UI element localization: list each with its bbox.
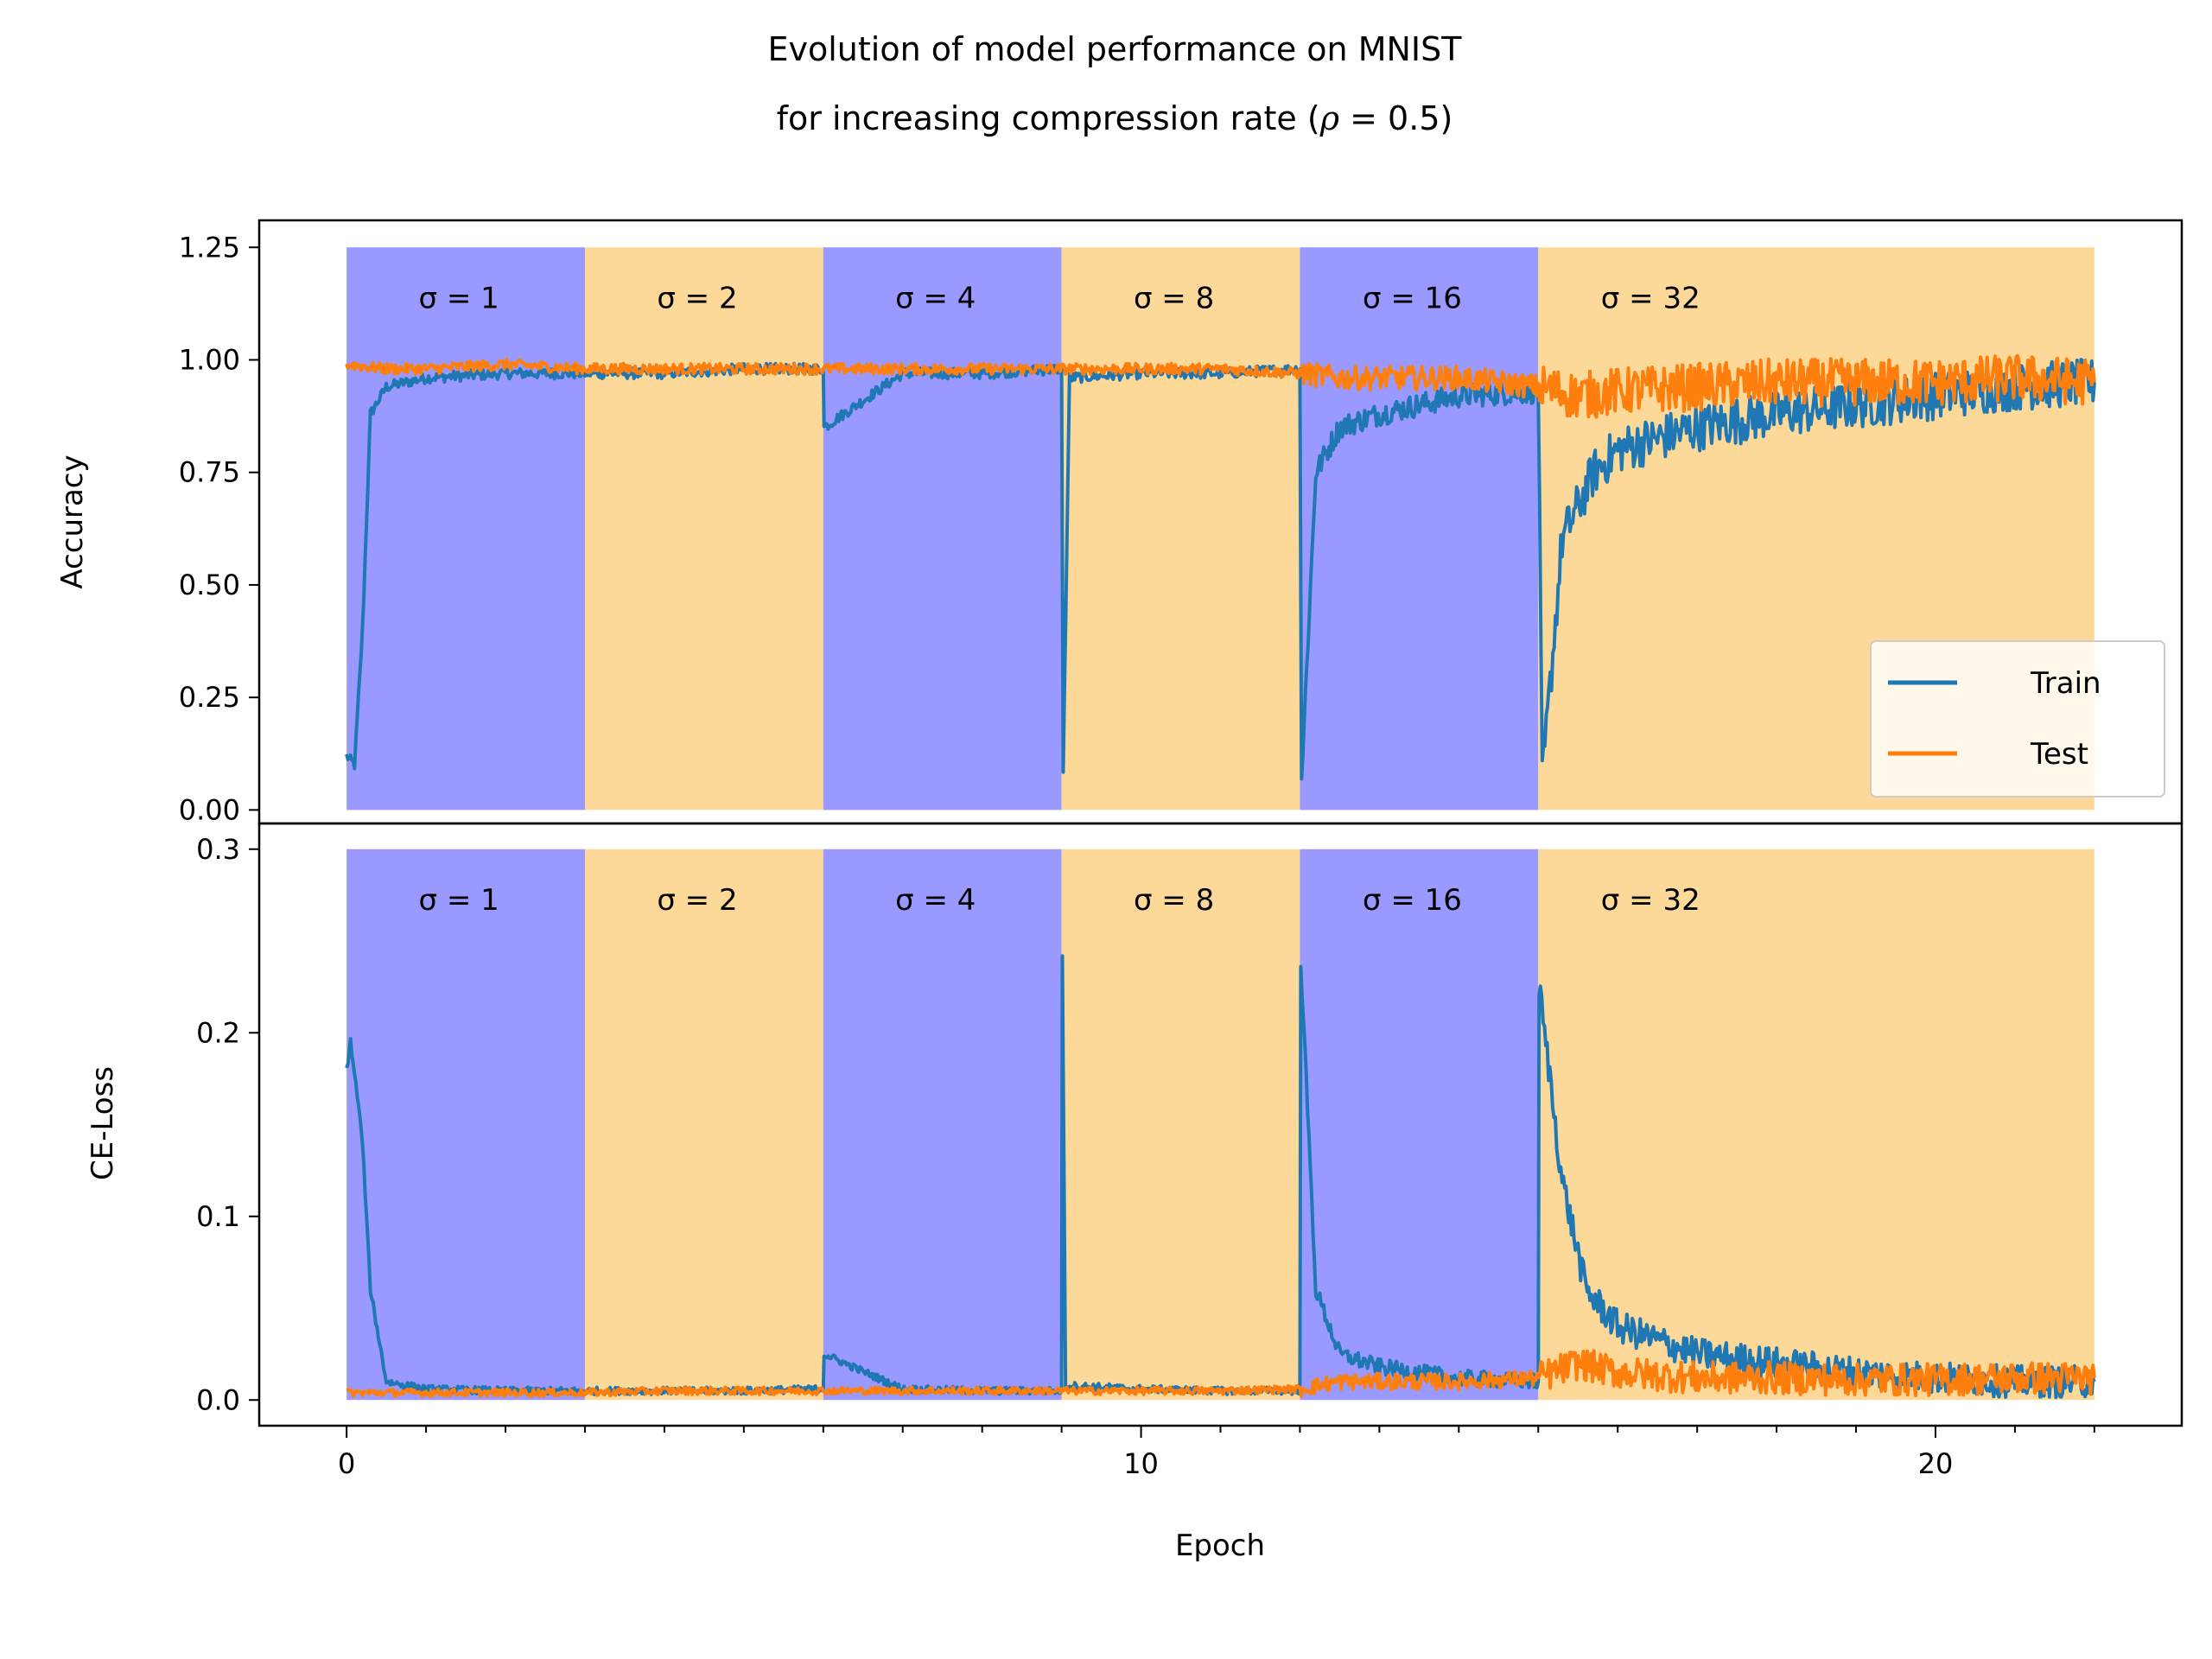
ytick-label-acc-1: 0.25 [179,681,240,714]
sigma-label-loss-3: σ = 8 [1134,883,1214,918]
ytick-label-acc-4: 1.00 [179,343,240,376]
sigma-label-acc-0: σ = 1 [418,281,499,315]
ytick-label-acc-5: 1.25 [179,231,240,264]
xtick-label-2: 20 [1918,1447,1954,1480]
sigma-label-loss-5: σ = 32 [1601,883,1700,918]
accuracy-axis-label: Accuracy [55,454,90,588]
xtick-label-1: 10 [1123,1447,1159,1480]
loss-axis-label: CE-Loss [86,1066,120,1180]
sigma-label-acc-1: σ = 2 [657,281,737,315]
sigma-band-loss-1 [584,849,823,1401]
legend-train-label: Train [2030,666,2101,701]
sigma-band-loss-0 [346,849,585,1401]
ytick-label-acc-2: 0.50 [179,569,240,601]
chart-title-line2-suffix: = 0.5) [1339,99,1452,137]
ytick-label-acc-3: 0.75 [179,456,240,489]
loss-panel: σ = 1 σ = 2 σ = 4 σ = 8 σ = 16 σ = 32 0.0 0.1 0.… [196,822,2183,1480]
sigma-label-acc-4: σ = 16 [1363,281,1462,315]
ytick-label-loss-0: 0.0 [196,1383,240,1416]
sigma-band-loss-4 [1300,849,1539,1401]
sigma-band-acc-3 [1061,247,1300,810]
sigma-label-acc-5: σ = 32 [1601,281,1700,315]
ytick-label-acc-0: 0.00 [179,793,240,826]
sigma-label-acc-3: σ = 8 [1134,281,1214,315]
legend-test-label: Test [2030,737,2088,772]
sigma-band-loss-3 [1061,849,1300,1401]
series-line-loss-test [346,1349,2096,1398]
ytick-label-loss-3: 0.3 [196,833,240,866]
sigma-band-loss-5 [1538,849,2094,1401]
sigma-band-acc-1 [584,247,823,810]
sigma-label-acc-2: σ = 4 [895,281,976,315]
sigma-band-acc-2 [823,247,1062,810]
xtick-label-0: 0 [338,1447,355,1480]
sigma-label-loss-2: σ = 4 [895,883,976,918]
chart-title-line2: for increasing compression rate (ρ = 0.5… [777,99,1453,137]
sigma-label-loss-1: σ = 2 [657,883,737,918]
accuracy-panel: σ = 1 σ = 2 σ = 4 σ = 8 σ = 16 σ = 32 0.00 0.25… [179,219,2183,826]
chart-title-rho-symbol: ρ [1319,99,1340,137]
ytick-label-loss-2: 0.2 [196,1016,240,1049]
series-line-acc-test [345,353,2096,419]
ytick-label-loss-1: 0.1 [196,1200,240,1233]
sigma-band-acc-0 [346,247,585,810]
sigma-band-acc-4 [1300,247,1539,810]
sigma-band-loss-2 [823,849,1062,1401]
sigma-label-loss-0: σ = 1 [418,883,499,918]
chart-title-line1: Evolution of model performance on MNIST [768,30,1463,68]
legend-box [1870,640,2165,798]
legend: Train Test [1870,640,2165,798]
sigma-label-loss-4: σ = 16 [1363,883,1462,918]
epoch-axis-label: Epoch [1175,1529,1265,1563]
chart-title-line2-prefix: for increasing compression rate ( [777,99,1320,137]
